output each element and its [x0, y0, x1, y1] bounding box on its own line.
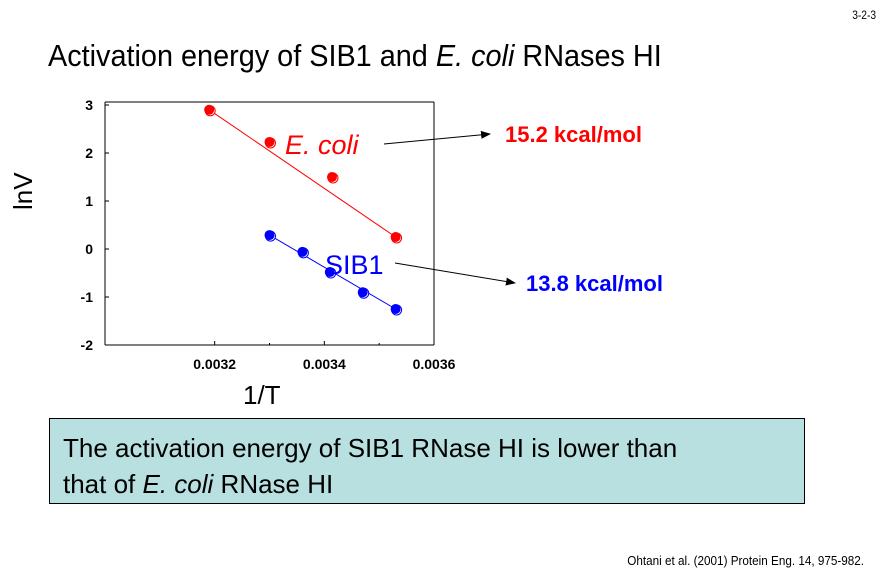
x-tick-label: 0.0036: [413, 356, 456, 372]
data-points: [204, 104, 403, 316]
title-italic: E. coli: [435, 38, 515, 73]
y-tick-label: -2: [81, 337, 94, 353]
fit-line-e-coli: [208, 109, 396, 238]
conclusion-line2-part1: that of: [63, 469, 143, 499]
data-point-e-coli: [264, 136, 275, 147]
title-part2: RNases HI: [514, 38, 662, 73]
slide-number: 3-2-3: [852, 8, 876, 22]
data-point-sib1: [357, 287, 368, 298]
data-point-e-coli: [327, 172, 338, 182]
y-axis-label: lnV: [8, 172, 38, 210]
activation-energy-sib1: 13.8 kcal/mol: [526, 271, 663, 296]
callout-arrow-ecoli: [383, 130, 491, 145]
callout-label-ecoli: E. coli: [285, 130, 359, 160]
activation-energy-ecoli: 15.2 kcal/mol: [505, 122, 642, 147]
slide-title: Activation energy of SIB1 and E. coli RN…: [48, 38, 662, 74]
citation: Ohtani et al. (2001) Protein Eng. 14, 97…: [627, 553, 864, 568]
callout-arrow-sib1: [394, 262, 516, 286]
title-part1: Activation energy of SIB1 and: [48, 38, 436, 73]
y-tick-label: 1: [85, 193, 93, 209]
conclusion-line1: The activation energy of SIB1 RNase HI i…: [63, 433, 678, 463]
y-tick-label: 2: [85, 145, 93, 161]
axes: -2 -1 0 1 2 3 0.0032 0.0034 0.0036: [81, 97, 456, 372]
data-point-sib1: [297, 246, 308, 257]
data-point-sib1: [390, 304, 401, 314]
y-tick-label: -1: [81, 289, 94, 305]
y-tick-label: 3: [85, 97, 93, 113]
conclusion-line2-part2: RNase HI: [213, 469, 334, 499]
data-point-sib1: [324, 267, 335, 278]
data-point-e-coli: [390, 232, 401, 242]
conclusion-line2: that of E. coli RNase HI: [63, 466, 792, 502]
y-tick-label: 0: [85, 241, 93, 257]
callout-label-sib1: SIB1: [325, 250, 384, 280]
conclusion-line2-italic: E. coli: [142, 469, 214, 499]
conclusion-box: The activation energy of SIB1 RNase HI i…: [49, 418, 805, 504]
data-point-e-coli: [204, 104, 215, 115]
data-point-sib1: [264, 230, 275, 241]
x-axis-label: 1/T: [243, 380, 281, 410]
x-tick-label: 0.0032: [193, 356, 236, 372]
x-tick-label: 0.0034: [303, 356, 346, 372]
